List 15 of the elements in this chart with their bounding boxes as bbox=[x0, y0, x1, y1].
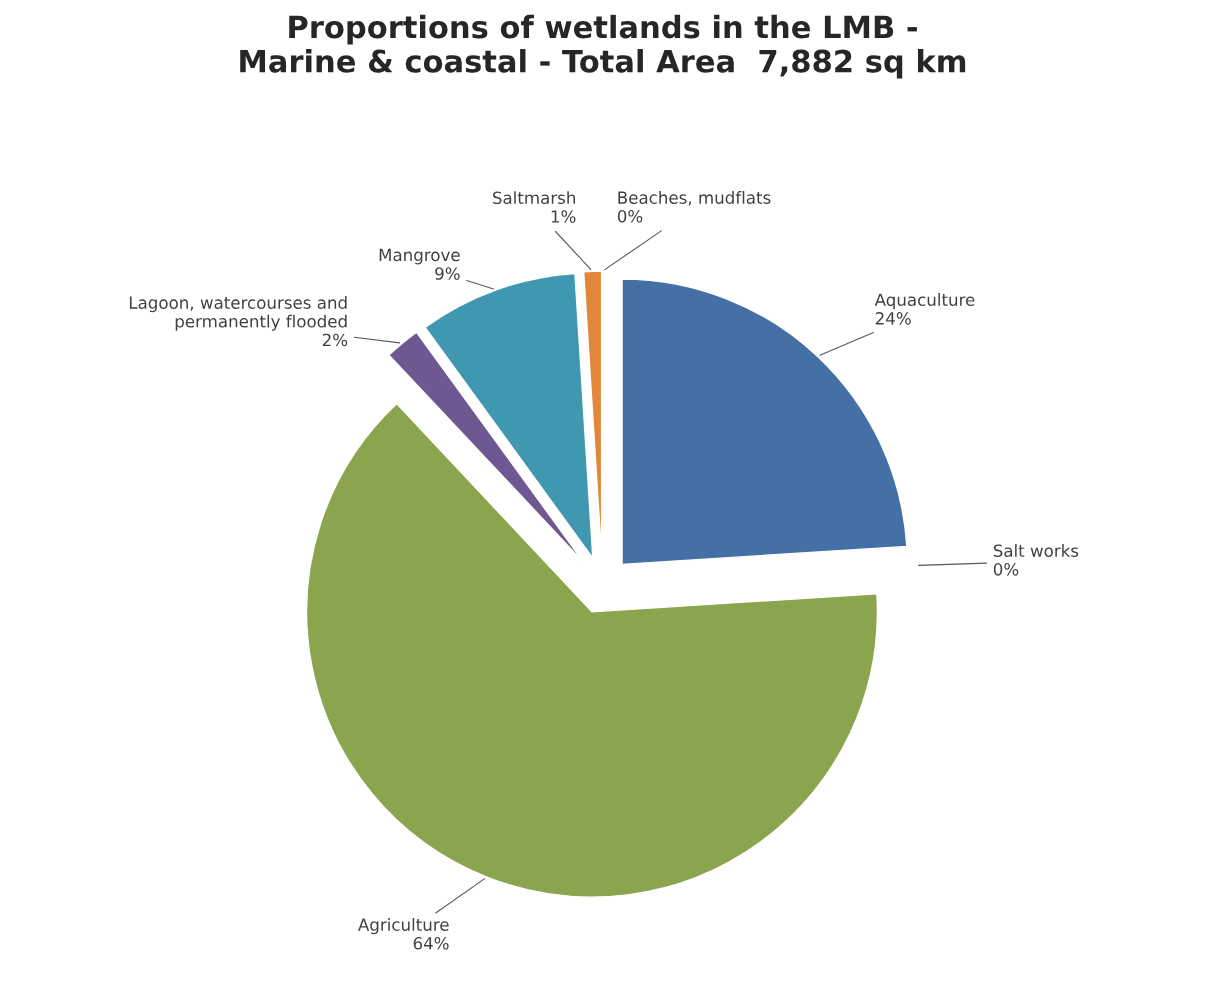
slice-label: Agriculture bbox=[358, 918, 449, 935]
slice-label: Mangrove bbox=[379, 248, 460, 265]
text: 0% bbox=[993, 563, 1019, 576]
data-label: 1% bbox=[551, 210, 576, 223]
text: 0% bbox=[617, 209, 643, 223]
data-label: 2% bbox=[322, 333, 348, 347]
data-label: 9% bbox=[435, 267, 460, 280]
slice-label: Lagoon, watercourses and permanently flooded bbox=[129, 296, 347, 331]
data-label: 24% bbox=[875, 312, 911, 325]
data-label: 64% bbox=[413, 936, 449, 950]
chart-title: Proportions of wetlands in the LMB - Marine & coastal - Total Area 7,882 sq km bbox=[240, 14, 966, 79]
category-label: Beaches, mudflats bbox=[618, 191, 771, 206]
slice-label: Saltmarsh bbox=[492, 191, 575, 205]
slice-label: Aquaculture bbox=[874, 293, 975, 310]
category-label: Salt works bbox=[993, 544, 1079, 557]
